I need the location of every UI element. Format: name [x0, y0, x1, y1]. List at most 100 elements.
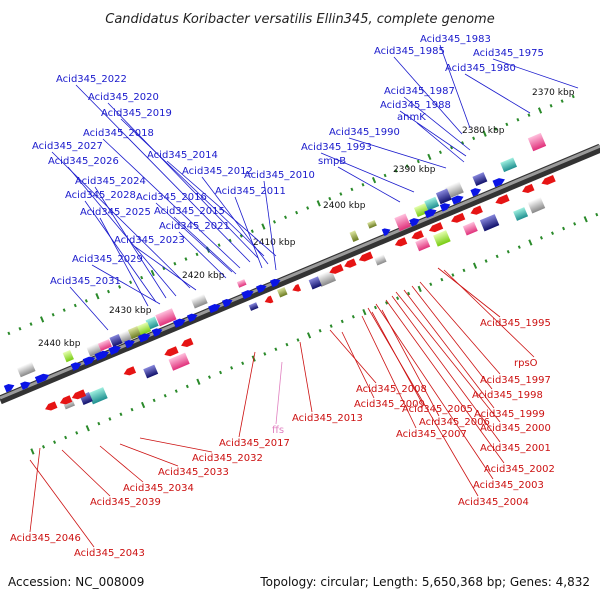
reverse-gene-label[interactable]: Acid345_2000	[480, 423, 551, 434]
forward-gene-arrow[interactable]	[256, 283, 268, 294]
forward-gene-arrow[interactable]	[108, 344, 123, 355]
gene-block[interactable]	[277, 287, 288, 298]
gene-block[interactable]	[374, 254, 387, 266]
forward-gene-label[interactable]: Acid345_2016	[136, 192, 207, 203]
gene-block[interactable]	[316, 269, 336, 287]
forward-gene-label[interactable]: Acid345_2011	[215, 186, 286, 197]
reverse-gene-arrow[interactable]	[291, 284, 302, 294]
reverse-gene-label[interactable]: Acid345_2032	[192, 453, 263, 464]
gene-block[interactable]	[527, 196, 546, 214]
forward-gene-label[interactable]: Acid345_1990	[329, 127, 400, 138]
reverse-gene-arrow[interactable]	[328, 263, 344, 276]
forward-gene-arrow[interactable]	[94, 349, 111, 361]
forward-gene-label[interactable]: Acid345_2031	[50, 276, 121, 287]
reverse-gene-label[interactable]: Acid345_1998	[472, 390, 543, 401]
forward-gene-label[interactable]: Acid345_2018	[83, 128, 154, 139]
forward-gene-arrow[interactable]	[424, 207, 438, 219]
gene-block[interactable]	[527, 132, 547, 152]
reverse-gene-label[interactable]: Acid345_2008	[356, 384, 427, 395]
forward-gene-label[interactable]: Acid345_2019	[101, 108, 172, 119]
forward-gene-arrow[interactable]	[492, 176, 507, 188]
forward-gene-arrow[interactable]	[70, 360, 83, 371]
forward-gene-arrow[interactable]	[241, 288, 255, 300]
gene-block[interactable]	[424, 196, 440, 211]
forward-gene-label[interactable]: Acid345_2023	[114, 235, 185, 246]
forward-gene-label[interactable]: Acid345_2021	[159, 221, 230, 232]
reverse-gene-label[interactable]: Acid345_2004	[458, 497, 529, 508]
forward-gene-label[interactable]: Acid345_2015	[154, 206, 225, 217]
forward-gene-arrow[interactable]	[208, 302, 222, 314]
reverse-gene-label[interactable]: Acid345_2006	[419, 417, 490, 428]
forward-gene-arrow[interactable]	[381, 226, 392, 236]
gene-block[interactable]	[462, 221, 478, 236]
forward-gene-arrow[interactable]	[34, 372, 51, 384]
forward-gene-label[interactable]: Acid345_2012	[182, 166, 253, 177]
forward-gene-label[interactable]: Acid345_2029	[72, 254, 143, 265]
rna-gene-label[interactable]: ffs	[272, 425, 284, 436]
forward-gene-label[interactable]: Acid345_1975	[473, 48, 544, 59]
forward-gene-label[interactable]: Acid345_2022	[56, 74, 127, 85]
gene-block[interactable]	[435, 188, 452, 205]
reverse-gene-arrow[interactable]	[59, 395, 73, 406]
forward-gene-label[interactable]: anmK	[397, 112, 426, 123]
reverse-gene-arrow[interactable]	[122, 366, 137, 377]
gene-block[interactable]	[16, 361, 36, 378]
reverse-gene-arrow[interactable]	[263, 295, 274, 306]
forward-gene-label[interactable]: Acid345_2014	[147, 150, 218, 161]
gene-block[interactable]	[136, 321, 152, 336]
reverse-gene-label[interactable]: Acid345_2033	[158, 467, 229, 478]
forward-gene-label[interactable]: Acid345_1983	[420, 34, 491, 45]
gene-block[interactable]	[143, 364, 159, 379]
reverse-gene-label[interactable]: Acid345_2009	[354, 399, 425, 410]
forward-gene-label[interactable]: Acid345_1987	[384, 86, 455, 97]
gene-block[interactable]	[394, 213, 411, 232]
reverse-gene-label[interactable]: Acid345_2013	[292, 413, 363, 424]
forward-gene-arrow[interactable]	[173, 317, 187, 328]
forward-gene-arrow[interactable]	[138, 331, 152, 343]
reverse-gene-arrow[interactable]	[163, 346, 179, 358]
forward-gene-label[interactable]: Acid345_1993	[301, 142, 372, 153]
reverse-gene-label[interactable]: Acid345_2002	[484, 464, 555, 475]
gene-block[interactable]	[109, 333, 123, 348]
gene-block[interactable]	[118, 330, 132, 344]
forward-gene-arrow[interactable]	[124, 338, 136, 349]
forward-gene-label[interactable]: Acid345_2024	[75, 176, 146, 187]
forward-gene-arrow[interactable]	[451, 194, 465, 205]
gene-block[interactable]	[236, 279, 247, 288]
gene-block[interactable]	[248, 302, 259, 311]
gene-block[interactable]	[500, 157, 517, 173]
forward-gene-arrow[interactable]	[3, 382, 16, 393]
reverse-gene-label[interactable]: Acid345_2001	[480, 443, 551, 454]
reverse-gene-label[interactable]: Acid345_1999	[474, 409, 545, 420]
reverse-gene-label[interactable]: Acid345_2046	[10, 533, 81, 544]
gene-block[interactable]	[513, 207, 529, 221]
reverse-gene-label[interactable]: Acid345_2043	[74, 548, 145, 559]
forward-gene-arrow[interactable]	[186, 312, 199, 323]
gene-block[interactable]	[472, 172, 488, 187]
gene-block[interactable]	[127, 326, 141, 340]
reverse-gene-arrow[interactable]	[410, 230, 424, 241]
forward-gene-label[interactable]: smpB	[318, 156, 346, 167]
gene-block[interactable]	[97, 339, 112, 352]
reverse-gene-label[interactable]: Acid345_2005	[402, 404, 473, 415]
reverse-gene-label[interactable]: rpsO	[514, 358, 538, 369]
gene-block[interactable]	[155, 308, 177, 327]
forward-gene-arrow[interactable]	[439, 201, 452, 212]
reverse-gene-label[interactable]: Acid345_2034	[123, 483, 194, 494]
forward-gene-label[interactable]: Acid345_2020	[88, 92, 159, 103]
forward-gene-label[interactable]: Acid345_1985	[374, 46, 445, 57]
gene-block[interactable]	[168, 352, 190, 371]
gene-block[interactable]	[62, 349, 74, 363]
forward-gene-label[interactable]: Acid345_2026	[48, 156, 119, 167]
forward-gene-arrow[interactable]	[409, 216, 421, 227]
gene-block[interactable]	[415, 237, 431, 252]
gene-block[interactable]	[479, 214, 500, 232]
gene-block[interactable]	[88, 387, 108, 405]
reverse-gene-label[interactable]: Acid345_2039	[90, 497, 161, 508]
reverse-gene-arrow[interactable]	[357, 251, 374, 264]
reverse-gene-label[interactable]: Acid345_2017	[219, 438, 290, 449]
forward-gene-arrow[interactable]	[221, 297, 234, 308]
reverse-gene-arrow[interactable]	[428, 222, 444, 234]
forward-gene-label[interactable]: Acid345_2010	[244, 170, 315, 181]
